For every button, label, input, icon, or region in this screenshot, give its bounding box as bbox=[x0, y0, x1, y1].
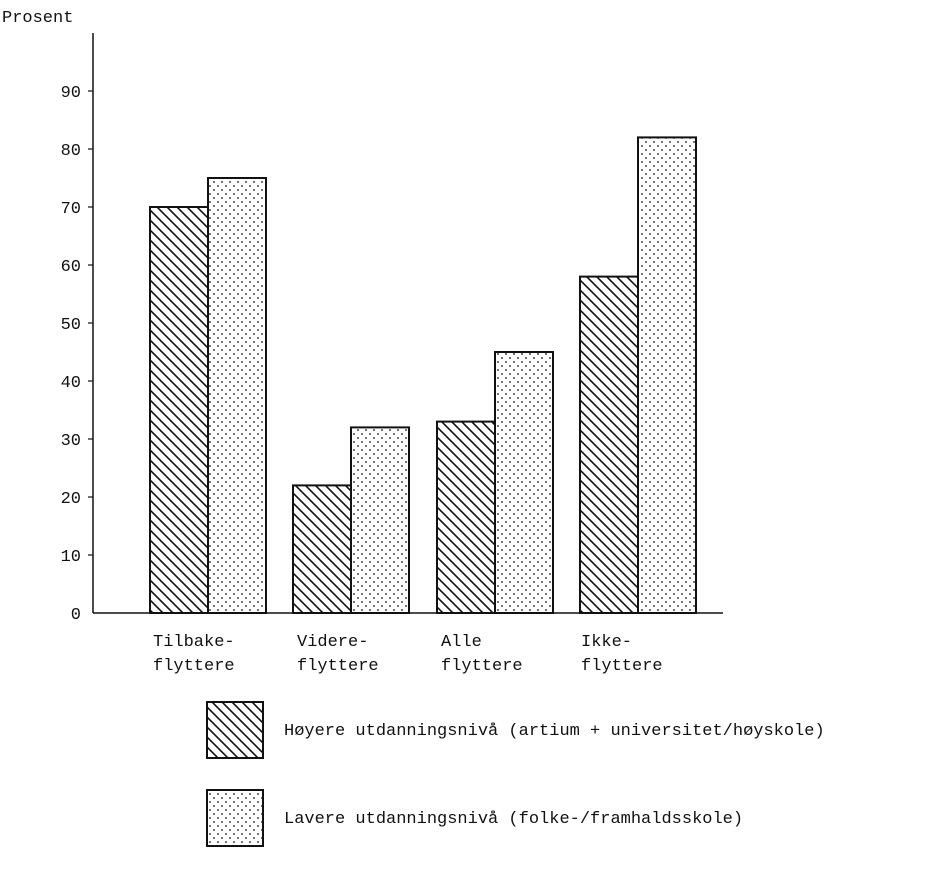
y-axis-label: Prosent bbox=[2, 9, 73, 28]
x-tick-label: Ikke- bbox=[581, 633, 632, 652]
legend-label: Lavere utdanningsnivå (folke-/framhaldss… bbox=[284, 810, 743, 829]
legend-label: Høyere utdanningsnivå (artium + universi… bbox=[284, 722, 825, 741]
y-tick-label: 40 bbox=[61, 374, 81, 393]
x-tick-label: Alle bbox=[441, 633, 482, 652]
y-tick-label: 30 bbox=[61, 432, 81, 451]
y-tick-label: 10 bbox=[61, 548, 81, 567]
bar-lavere-3 bbox=[637, 136, 697, 614]
y-tick-label: 60 bbox=[61, 258, 81, 277]
y-ticks: 0 10 20 30 40 50 60 70 80 90 bbox=[61, 84, 93, 625]
legend: Høyere utdanningsnivå (artium + universi… bbox=[206, 701, 825, 847]
bar-hoyere-0 bbox=[149, 206, 209, 614]
y-tick-label: 80 bbox=[61, 142, 81, 161]
y-tick-label: 90 bbox=[61, 84, 81, 103]
x-tick-label: Videre- bbox=[297, 633, 368, 652]
y-tick-label: 50 bbox=[61, 316, 81, 335]
x-tick-labels: Tilbake-flyttere Videre-flyttere Alle flytt… bbox=[153, 633, 663, 676]
bar-hoyere-1 bbox=[292, 484, 352, 614]
x-tick-label: flyttere bbox=[441, 657, 523, 676]
bar-lavere-2 bbox=[494, 351, 554, 614]
bar-hoyere-3 bbox=[579, 275, 639, 614]
legend-swatch-lavere bbox=[206, 789, 264, 847]
bar-lavere-0 bbox=[207, 177, 267, 614]
x-tick-label: flyttere bbox=[297, 657, 379, 676]
y-tick-label: 20 bbox=[61, 490, 81, 509]
legend-swatch-hoyere bbox=[206, 701, 264, 759]
x-tick-label: flyttere bbox=[153, 657, 235, 676]
y-tick-label: 0 bbox=[71, 606, 81, 625]
bar-hoyere-2 bbox=[436, 420, 496, 614]
x-tick-label: Tilbake- bbox=[153, 633, 235, 652]
bars bbox=[149, 136, 697, 614]
y-tick-label: 70 bbox=[61, 200, 81, 219]
bar-lavere-1 bbox=[350, 426, 410, 614]
x-tick-label: flyttere bbox=[581, 657, 663, 676]
